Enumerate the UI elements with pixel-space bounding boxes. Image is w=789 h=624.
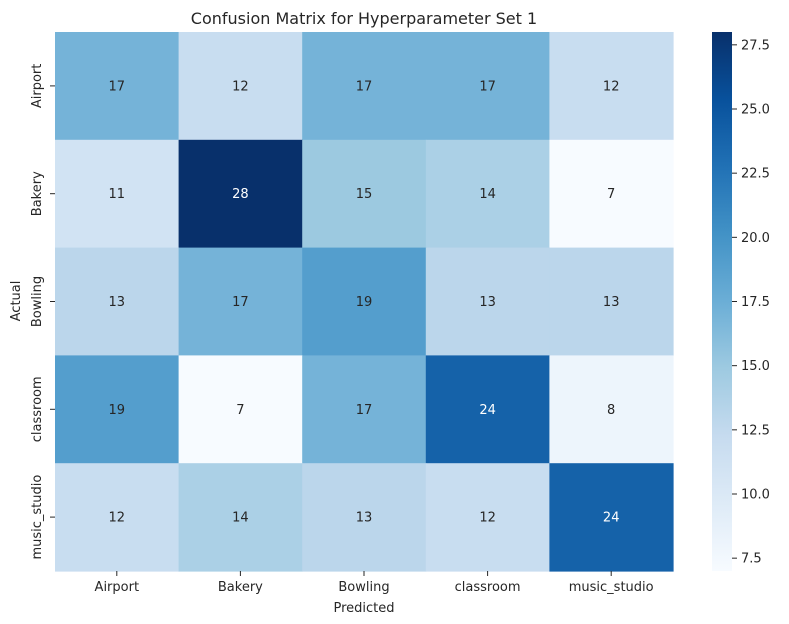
cell-value: 12	[109, 511, 126, 526]
x-axis-label: Predicted	[333, 601, 394, 616]
cell-value: 15	[356, 187, 373, 202]
heatmap-cells	[55, 32, 674, 572]
cell-value: 24	[603, 511, 620, 526]
heatmap-cell	[178, 139, 303, 249]
cell-value: 28	[232, 187, 249, 202]
x-tick-label: Bowling	[338, 580, 389, 595]
x-tick-label: classroom	[455, 580, 521, 595]
heatmap-cell	[55, 247, 180, 356]
heatmap-cell	[425, 247, 550, 356]
cell-value: 24	[479, 403, 496, 418]
cell-value: 14	[479, 187, 496, 202]
cell-value: 8	[607, 403, 615, 418]
cell-value: 7	[607, 187, 615, 202]
heatmap-cell	[302, 355, 427, 464]
heatmap-cell	[549, 355, 674, 464]
y-tick-label: Bowling	[30, 276, 45, 327]
heatmap-cell	[178, 32, 303, 141]
heatmap-cell	[55, 355, 180, 464]
y-axis-ticks: Airport Bakery Bowling classroom music_studi…	[30, 64, 55, 560]
cell-value: 13	[356, 511, 373, 526]
heatmap-cell	[302, 139, 427, 249]
cell-value: 14	[232, 511, 249, 526]
cell-value: 12	[479, 511, 496, 526]
heatmap-cell	[302, 463, 427, 572]
y-axis-label: Actual	[9, 281, 24, 322]
colorbar-tick-label: 17.5	[741, 295, 770, 310]
cell-annotations: 17 12 17 17 12 11 28 15 14 7 13 17 19 13 13 19 7 17 24 8 12 1…	[109, 79, 620, 525]
heatmap-cell	[55, 32, 180, 141]
y-tick-label: music_studio	[30, 475, 45, 560]
colorbar-tick-label: 20.0	[741, 231, 770, 246]
y-tick-label: classroom	[30, 376, 45, 442]
heatmap-cell	[549, 463, 674, 572]
colorbar-tick-label: 27.5	[741, 38, 770, 53]
heatmap-cell	[302, 247, 427, 356]
x-tick-label: music_studio	[569, 580, 654, 595]
x-axis-ticks: Airport Bakery Bowling classroom music_studi…	[95, 571, 654, 595]
heatmap-cell	[425, 139, 550, 249]
colorbar-tick-label: 12.5	[741, 423, 770, 438]
cell-value: 17	[479, 79, 496, 94]
cell-value: 17	[356, 79, 373, 94]
cell-value: 7	[236, 403, 244, 418]
heatmap-cell	[425, 32, 550, 141]
cell-value: 17	[356, 403, 373, 418]
heatmap-cell	[178, 355, 303, 464]
colorbar-tick-label: 25.0	[741, 103, 770, 118]
cell-value: 17	[109, 79, 126, 94]
colorbar-ticks: 7.5 10.0 12.5 15.0 17.5 20.0 22.5 25.0 27.5	[732, 38, 770, 567]
cell-value: 12	[232, 79, 249, 94]
cell-value: 13	[603, 295, 620, 310]
colorbar	[712, 32, 732, 571]
cell-value: 19	[356, 295, 373, 310]
chart-title: Confusion Matrix for Hyperparameter Set …	[191, 9, 537, 28]
colorbar-tick-label: 7.5	[741, 552, 762, 567]
x-tick-label: Bakery	[218, 580, 263, 595]
y-tick-label: Airport	[30, 64, 45, 109]
heatmap-cell	[425, 355, 550, 464]
colorbar-tick-label: 22.5	[741, 167, 770, 182]
heatmap-cell	[55, 139, 180, 249]
x-tick-label: Airport	[95, 580, 140, 595]
heatmap-cell	[178, 463, 303, 572]
heatmap-cell	[549, 32, 674, 141]
cell-value: 13	[479, 295, 496, 310]
heatmap-cell	[55, 463, 180, 572]
heatmap-cell	[549, 247, 674, 356]
heatmap-cell	[549, 139, 674, 249]
cell-value: 13	[109, 295, 126, 310]
y-tick-label: Bakery	[30, 171, 45, 216]
cell-value: 19	[109, 403, 126, 418]
heatmap-cell	[425, 463, 550, 572]
colorbar-tick-label: 15.0	[741, 359, 770, 374]
cell-value: 12	[603, 79, 620, 94]
heatmap-cell	[302, 32, 427, 141]
heatmap-cell	[178, 247, 303, 356]
cell-value: 11	[109, 187, 126, 202]
colorbar-tick-label: 10.0	[741, 488, 770, 503]
cell-value: 17	[232, 295, 249, 310]
